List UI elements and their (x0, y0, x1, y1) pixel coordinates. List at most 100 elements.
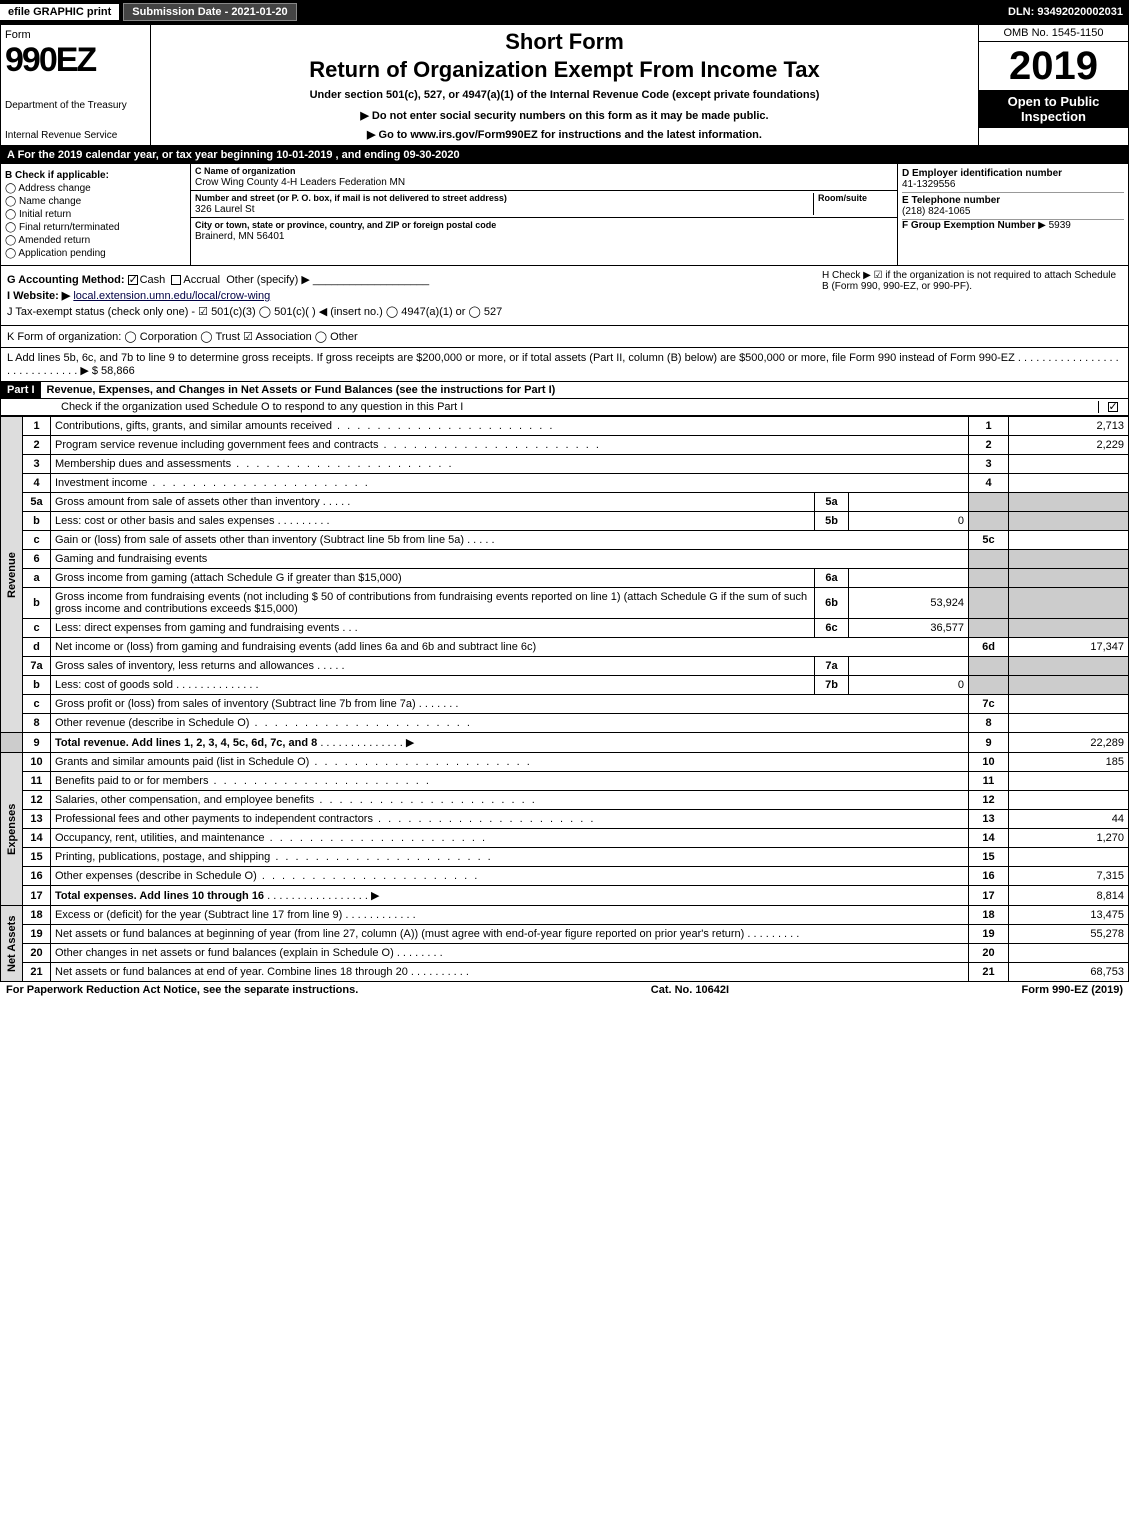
irs-label: Internal Revenue Service (5, 130, 146, 141)
line-5b-subcode: 5b (815, 512, 849, 531)
footer-left: For Paperwork Reduction Act Notice, see … (6, 984, 358, 996)
subtitle: Under section 501(c), 527, or 4947(a)(1)… (159, 89, 970, 101)
g-accrual-check[interactable] (171, 275, 181, 285)
entity-block: B Check if applicable: ◯ Address change … (0, 164, 1129, 266)
line-4-amount (1009, 474, 1129, 493)
b-opt-4[interactable]: ◯ Amended return (5, 235, 186, 246)
goto-link[interactable]: ▶ Go to www.irs.gov/Form990EZ for instru… (159, 128, 970, 141)
g-cash-check[interactable] (128, 275, 138, 285)
row-num: 1 (23, 417, 51, 436)
part1-label: Part I (1, 382, 41, 398)
line-5a-desc: Gross amount from sale of assets other t… (51, 493, 815, 512)
line-18-code: 18 (969, 906, 1009, 925)
line-21-desc: Net assets or fund balances at end of ye… (51, 963, 969, 982)
submission-date: Submission Date - 2021-01-20 (123, 3, 296, 21)
line-3-desc: Membership dues and assessments (51, 455, 969, 474)
line-1-amount: 2,713 (1009, 417, 1129, 436)
line-16-code: 16 (969, 867, 1009, 886)
line-j: J Tax-exempt status (check only one) - ☑… (7, 305, 822, 318)
line-6-desc: Gaming and fundraising events (51, 550, 969, 569)
line-6d-desc: Net income or (loss) from gaming and fun… (51, 638, 969, 657)
line-14-code: 14 (969, 829, 1009, 848)
line-7b-subval: 0 (849, 676, 969, 695)
b-opt-0[interactable]: ◯ Address change (5, 183, 186, 194)
line-20-amount (1009, 944, 1129, 963)
inspection-line1: Open to Public (1008, 94, 1100, 109)
f-label: F Group Exemption Number (902, 220, 1035, 231)
line-5c-desc: Gain or (loss) from sale of assets other… (51, 531, 969, 550)
grey-cell (1009, 619, 1129, 638)
box-b: B Check if applicable: ◯ Address change … (1, 164, 191, 265)
line-8-code: 8 (969, 714, 1009, 733)
line-12-code: 12 (969, 791, 1009, 810)
grey-cell (969, 619, 1009, 638)
line-1-desc: Contributions, gifts, grants, and simila… (51, 417, 969, 436)
line-10-code: 10 (969, 753, 1009, 772)
line-3-amount (1009, 455, 1129, 474)
line-13-code: 13 (969, 810, 1009, 829)
grey-cell (969, 550, 1009, 569)
line-11-code: 11 (969, 772, 1009, 791)
line-3-code: 3 (969, 455, 1009, 474)
part1-checkbox[interactable] (1098, 401, 1128, 413)
part1-header: Part I Revenue, Expenses, and Changes in… (0, 382, 1129, 399)
line-5c-amount (1009, 531, 1129, 550)
inspection-line2: Inspection (1021, 109, 1086, 124)
line-9-code: 9 (969, 733, 1009, 753)
dln: DLN: 93492020002031 (1008, 6, 1129, 18)
b-opt-3[interactable]: ◯ Final return/terminated (5, 222, 186, 233)
line-17-desc: Total expenses. Add lines 10 through 16 … (51, 886, 969, 906)
line-21-code: 21 (969, 963, 1009, 982)
room-label: Room/suite (818, 193, 867, 203)
line-6c-subval: 36,577 (849, 619, 969, 638)
b-opt-1[interactable]: ◯ Name change (5, 196, 186, 207)
grey-cell (1009, 493, 1129, 512)
form-word: Form (5, 29, 146, 41)
form-header: Form 990EZ Department of the Treasury In… (0, 24, 1129, 146)
group-exemption: ▶ 5939 (1038, 220, 1071, 231)
b-opt-2[interactable]: ◯ Initial return (5, 209, 186, 220)
line-5a-subval (849, 493, 969, 512)
line-6d-code: 6d (969, 638, 1009, 657)
e-label: E Telephone number (902, 195, 1000, 206)
line-15-amount (1009, 848, 1129, 867)
dept-treasury: Department of the Treasury (5, 100, 146, 111)
box-def: D Employer identification number 41-1329… (898, 164, 1128, 265)
line-5c-code: 5c (969, 531, 1009, 550)
line-a: A For the 2019 calendar year, or tax yea… (0, 146, 1129, 164)
line-12-desc: Salaries, other compensation, and employ… (51, 791, 969, 810)
line-6a-subcode: 6a (815, 569, 849, 588)
line-11-desc: Benefits paid to or for members (51, 772, 969, 791)
line-6c-desc: Less: direct expenses from gaming and fu… (51, 619, 815, 638)
line-20-code: 20 (969, 944, 1009, 963)
spacer (1, 733, 23, 753)
line-7b-desc: Less: cost of goods sold . . . . . . . .… (51, 676, 815, 695)
efile-label[interactable]: efile GRAPHIC print (0, 4, 119, 20)
short-form-title: Short Form (159, 29, 970, 55)
line-18-desc: Excess or (deficit) for the year (Subtra… (51, 906, 969, 925)
line-19-amount: 55,278 (1009, 925, 1129, 944)
meta-gh: G Accounting Method: Cash Accrual Other … (0, 266, 1129, 326)
line-2-amount: 2,229 (1009, 436, 1129, 455)
line-14-amount: 1,270 (1009, 829, 1129, 848)
header-left: Form 990EZ Department of the Treasury In… (1, 25, 151, 145)
line-17-amount: 8,814 (1009, 886, 1129, 906)
ssn-notice: ▶ Do not enter social security numbers o… (159, 109, 970, 122)
line-8-amount (1009, 714, 1129, 733)
website-link[interactable]: local.extension.umn.edu/local/crow-wing (73, 290, 270, 302)
grey-cell (1009, 588, 1129, 619)
header-right: OMB No. 1545-1150 2019 Open to Public In… (978, 25, 1128, 145)
line-h: H Check ▶ ☑ if the organization is not r… (822, 270, 1122, 321)
line-18-amount: 13,475 (1009, 906, 1129, 925)
line-7c-code: 7c (969, 695, 1009, 714)
line-6c-subcode: 6c (815, 619, 849, 638)
b-opt-5[interactable]: ◯ Application pending (5, 248, 186, 259)
footer-cat: Cat. No. 10642I (358, 984, 1021, 996)
grey-cell (969, 676, 1009, 695)
grey-cell (969, 512, 1009, 531)
line-9-desc: Total revenue. Add lines 1, 2, 3, 4, 5c,… (51, 733, 969, 753)
line-6a-subval (849, 569, 969, 588)
line-7c-amount (1009, 695, 1129, 714)
line-2-desc: Program service revenue including govern… (51, 436, 969, 455)
grey-cell (1009, 676, 1129, 695)
